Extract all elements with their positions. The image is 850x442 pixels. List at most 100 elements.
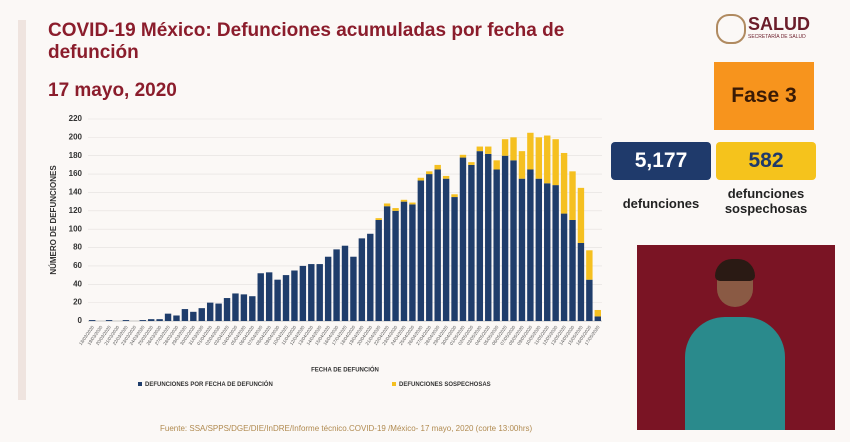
bar-segment [383, 203, 391, 207]
y-tick-label: 80 [73, 243, 82, 252]
bar-segment [206, 302, 214, 321]
bar-segment [190, 311, 197, 321]
bar-segment [341, 245, 349, 321]
bar-segment [400, 201, 408, 321]
bar-segment [122, 320, 130, 321]
interpreter-video [637, 245, 835, 430]
y-tick-label: 180 [69, 151, 83, 160]
bar-segment [451, 194, 458, 198]
y-tick-label: 140 [69, 188, 83, 197]
side-decor [18, 20, 26, 400]
bar-segment [139, 320, 146, 321]
bar-segment [518, 178, 526, 321]
bar-segment [544, 135, 551, 184]
bar-segment [367, 233, 374, 321]
logo-sub: SECRETARÍA DE SALUD [748, 34, 806, 40]
bar-segment [518, 151, 526, 179]
bar-segment [485, 153, 492, 321]
bar-segment [560, 152, 568, 214]
bar-segment [409, 202, 416, 205]
bar-segment [316, 264, 323, 321]
legend-label: DEFUNCIONES POR FECHA DE DEFUNCIÓN [145, 380, 273, 388]
bar-segment [198, 308, 205, 321]
bar-segment [560, 213, 568, 321]
bar-segment [299, 265, 307, 321]
legend-label: DEFUNCIONES SOSPECHOSAS [399, 382, 491, 388]
bar-segment [527, 132, 534, 170]
bar-segment [417, 180, 425, 321]
bar-segment [400, 199, 408, 202]
bar-segment [501, 139, 509, 156]
y-tick-label: 220 [69, 114, 83, 123]
bar-segment [594, 316, 601, 321]
bar-segment [392, 208, 399, 211]
bar-segment [291, 270, 298, 321]
bar-segment [459, 154, 467, 158]
person-body [685, 317, 785, 430]
bar-segment [569, 171, 576, 220]
bar-segment [493, 169, 500, 321]
bar-segment [223, 298, 231, 321]
bar-segment [333, 249, 340, 321]
y-tick-label: 120 [69, 206, 83, 215]
bar-segment [173, 315, 180, 321]
y-tick-label: 200 [69, 132, 83, 141]
bar-segment [510, 137, 517, 161]
bar-segment [215, 303, 222, 321]
bar-segment [232, 293, 239, 321]
x-axis-label: FECHA DE DEFUNCIÓN [311, 366, 379, 374]
bar-segment [459, 157, 467, 321]
chart-subtitle: 17 mayo, 2020 [48, 80, 177, 101]
bar-segment [510, 160, 517, 321]
bar-segment [181, 309, 189, 321]
stat-value: 5,177 [611, 142, 711, 180]
y-tick-label: 0 [78, 316, 83, 325]
stat-label: defunciones [622, 196, 700, 211]
bar-segment [249, 296, 256, 321]
bar-segment [350, 256, 357, 321]
bar-segment [577, 242, 585, 321]
bar-segment [282, 275, 290, 321]
legend-marker [138, 382, 142, 386]
bar-segment [156, 319, 163, 321]
bar-segment [485, 146, 492, 154]
bar-segment [434, 164, 441, 170]
y-tick-label: 100 [69, 224, 83, 233]
bar-segment [552, 139, 559, 186]
bar-segment [265, 272, 273, 321]
legend-marker [392, 382, 396, 386]
bar-segment [442, 175, 450, 179]
bar-segment [375, 220, 382, 321]
person-hair [715, 259, 755, 281]
bar-segment [594, 309, 601, 317]
bar-segment [468, 164, 475, 321]
logo-seal [716, 14, 746, 44]
bar-segment [324, 256, 332, 321]
stat-label: defunciones sospechosas [724, 186, 808, 216]
bar-segment [383, 206, 391, 321]
bar-segment [451, 197, 458, 321]
bar-segment [105, 320, 113, 321]
bar-segment [164, 313, 172, 321]
bar-segment [89, 320, 96, 321]
bar-segment [586, 250, 593, 280]
bar-segment [527, 169, 534, 321]
bar-segment [577, 187, 585, 243]
bar-segment [240, 294, 248, 321]
bar-segment [392, 210, 399, 321]
chart-title: COVID-19 México: Defunciones acumuladas … [48, 20, 565, 63]
bar-segment [426, 174, 433, 321]
bar-segment [147, 319, 155, 321]
y-tick-label: 60 [73, 261, 82, 270]
bar-segment [476, 151, 484, 321]
bar-segment [426, 171, 433, 175]
bar-segment [501, 155, 509, 321]
y-tick-label: 40 [73, 279, 82, 288]
bar-segment [476, 146, 484, 152]
y-tick-label: 20 [73, 298, 82, 307]
bar-segment [535, 178, 543, 321]
bar-segment [358, 238, 366, 321]
bar-segment [569, 220, 576, 321]
bar-segment [442, 178, 450, 321]
